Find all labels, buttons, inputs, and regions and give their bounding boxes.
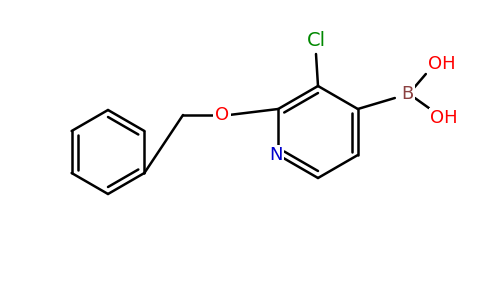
Text: O: O	[215, 106, 229, 124]
Text: OH: OH	[428, 55, 455, 73]
Text: Cl: Cl	[306, 31, 326, 50]
Text: B: B	[402, 85, 414, 103]
Text: N: N	[270, 146, 283, 164]
Text: OH: OH	[430, 109, 458, 127]
